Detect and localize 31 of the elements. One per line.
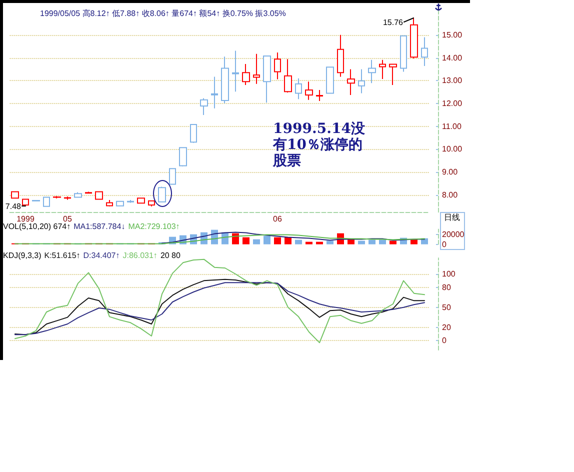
chart-title: KDJ(9,3,3)	[3, 251, 42, 260]
series-label: MA2:729.103↑	[128, 222, 180, 231]
y-tick-label: 15.00	[442, 30, 463, 40]
chart-title: VOL(5,10,20) 674↑	[3, 222, 71, 231]
text: K:51.615↑	[44, 251, 80, 260]
y-tick-label: 8.00	[442, 190, 458, 200]
y-tick-label: 14.00	[442, 53, 463, 62]
x-tick-label: 1999	[16, 214, 35, 224]
annotation: 7.48	[5, 202, 21, 210]
x-tick-label: 05	[63, 214, 72, 224]
x-tick-label: 06	[273, 214, 282, 224]
annotation: 20 80	[160, 251, 180, 260]
y-tick-label: 9.00	[442, 168, 458, 177]
y-tick-label: 50	[442, 302, 452, 312]
text: J:86.031↑	[122, 251, 158, 260]
y-tick-label: 11.00	[442, 122, 462, 131]
y-tick-label: 20000	[442, 230, 465, 239]
y-tick-label: 0	[442, 336, 447, 346]
y-tick-label: 13.00	[442, 76, 463, 86]
text: D:34.407↑	[83, 251, 120, 260]
text: MA1:587.784↓	[74, 222, 126, 231]
y-tick-label: 80	[442, 282, 452, 292]
annotation: 15.76	[382, 18, 403, 26]
annotation: 1999/05/05 高8.12↑ 低7.88↑ 收8.06↑ 量674↑ 额54↑ 换0.75% 振3.05%	[40, 9, 286, 18]
y-tick-label: 20	[442, 322, 452, 332]
annotation: 1999.5.14没有10％涨停的股票	[273, 121, 366, 169]
y-tick-label: 10.00	[442, 144, 463, 154]
y-tick-label: 12.00	[442, 99, 463, 108]
y-tick-label: 0	[442, 240, 447, 249]
text: 日线	[444, 213, 460, 222]
y-tick-label: 100	[442, 270, 456, 278]
